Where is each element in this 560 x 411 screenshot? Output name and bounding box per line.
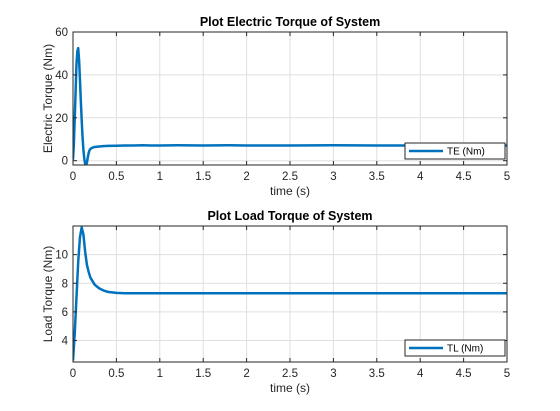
electric-torque-xtick-label-8: 4 <box>417 171 424 183</box>
electric-torque-ytick-label-1: 20 <box>55 113 68 125</box>
electric-torque-chart: 0 0.5 1 1.5 2 2.5 3 3.5 4 4.5 5 0 20 40 60 Plot Electr… <box>41 15 510 198</box>
load-torque-series <box>73 226 507 361</box>
electric-torque-ticks: 0 0.5 1 1.5 2 2.5 3 3.5 4 4.5 5 0 20 40 60 <box>55 27 510 183</box>
electric-torque-xtick-label-2: 1 <box>157 171 163 183</box>
load-torque-ylabel: Load Torque (Nm) <box>41 246 55 343</box>
load-torque-series-line-0 <box>73 226 507 361</box>
electric-torque-ytick-label-0: 0 <box>62 156 68 168</box>
load-torque-legend: TL (Nm) <box>404 339 506 357</box>
electric-torque-xtick-label-5: 2.5 <box>282 171 298 183</box>
load-torque-legend-label: TL (Nm) <box>447 344 483 355</box>
load-torque-xtick-label-0: 0 <box>70 368 76 380</box>
load-torque-xtick-label-7: 3.5 <box>369 368 385 380</box>
load-torque-ytick-label-0: 4 <box>62 336 69 348</box>
electric-torque-legend: TE (Nm) <box>404 142 506 160</box>
electric-torque-xtick-label-9: 4.5 <box>456 171 472 183</box>
electric-torque-ytick-label-3: 60 <box>55 27 68 39</box>
electric-torque-xtick-label-10: 5 <box>504 171 510 183</box>
electric-torque-series <box>73 46 507 165</box>
load-torque-xlabel: time (s) <box>270 381 310 395</box>
electric-torque-xtick-label-7: 3.5 <box>369 171 385 183</box>
load-torque-xtick-label-6: 3 <box>330 368 336 380</box>
electric-torque-ylabel: Electric Torque (Nm) <box>41 44 55 153</box>
load-torque-xtick-label-8: 4 <box>417 368 424 380</box>
electric-torque-xlabel: time (s) <box>270 184 310 198</box>
load-torque-title: Plot Load Torque of System <box>207 209 372 223</box>
load-torque-ytick-label-2: 8 <box>62 278 68 290</box>
load-torque-xtick-label-5: 2.5 <box>282 368 298 380</box>
load-torque-xtick-label-2: 1 <box>157 368 163 380</box>
electric-torque-legend-box <box>404 142 506 160</box>
load-torque-legend-box <box>404 339 506 357</box>
electric-torque-legend-label: TE (Nm) <box>447 147 485 158</box>
electric-torque-title: Plot Electric Torque of System <box>200 15 380 29</box>
load-torque-ytick-label-1: 6 <box>62 307 68 319</box>
load-torque-xtick-label-4: 2 <box>243 368 249 380</box>
electric-torque-series-line-0 <box>73 46 507 165</box>
load-torque-xtick-label-9: 4.5 <box>456 368 472 380</box>
load-torque-chart: 0 0.5 1 1.5 2 2.5 3 3.5 4 4.5 5 4 6 8 10 Plot Load Tor… <box>41 209 510 395</box>
load-torque-xtick-label-1: 0.5 <box>108 368 124 380</box>
electric-torque-xtick-label-6: 3 <box>330 171 336 183</box>
electric-torque-xtick-label-1: 0.5 <box>108 171 124 183</box>
electric-torque-xtick-label-0: 0 <box>70 171 76 183</box>
electric-torque-xtick-label-4: 2 <box>243 171 249 183</box>
load-torque-ytick-label-3: 10 <box>55 250 68 262</box>
electric-torque-ytick-label-2: 40 <box>55 70 68 82</box>
load-torque-xtick-label-10: 5 <box>504 368 510 380</box>
load-torque-xtick-label-3: 1.5 <box>195 368 211 380</box>
load-torque-ticks: 0 0.5 1 1.5 2 2.5 3 3.5 4 4.5 5 4 6 8 10 <box>55 225 510 380</box>
electric-torque-xtick-label-3: 1.5 <box>195 171 211 183</box>
